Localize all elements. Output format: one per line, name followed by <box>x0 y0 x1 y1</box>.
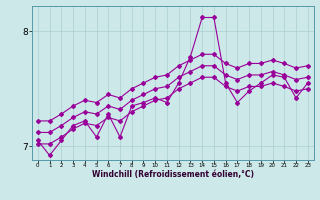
X-axis label: Windchill (Refroidissement éolien,°C): Windchill (Refroidissement éolien,°C) <box>92 170 254 179</box>
